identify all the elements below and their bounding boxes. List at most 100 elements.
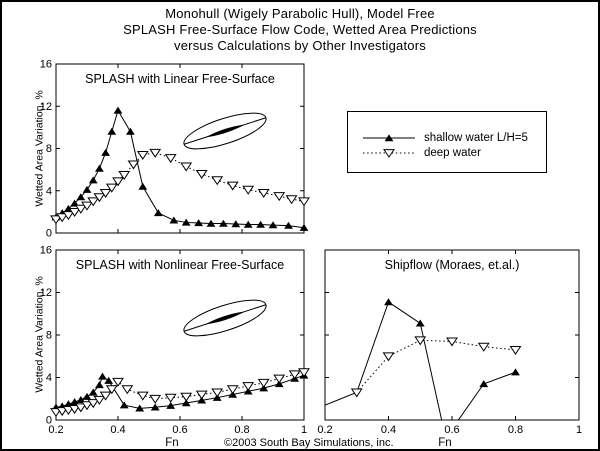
deep-water-marker-icon: [257, 188, 270, 198]
legend-dotted-line-sample: [363, 149, 415, 158]
shallow-water-marker-icon: [95, 381, 104, 389]
deep-water-marker-icon: [446, 337, 458, 347]
deep-water-marker-icon: [93, 395, 106, 405]
shallow-water-marker-icon: [181, 218, 191, 226]
y-tick-label: 16: [40, 245, 52, 257]
shallow-water-marker-icon: [107, 127, 117, 135]
x-tick-label: 0.6: [444, 424, 459, 436]
legend: shallow water L/H=5 deep water: [347, 111, 547, 173]
shallow-water-marker-icon: [95, 164, 104, 172]
x-axis-label-left: Fn: [165, 437, 179, 449]
deep-water-marker-icon: [112, 177, 124, 187]
shallow-water-marker-icon: [126, 127, 135, 135]
deep-water-marker-icon: [149, 148, 162, 158]
y-axis-label-top: Wetted Area Variation, %: [33, 90, 46, 207]
subplot-title-shipflow: Shipflow (Moraes, et.al.): [384, 258, 520, 272]
deep-water-marker-icon: [74, 403, 87, 413]
deep-water-marker-icon: [62, 406, 75, 416]
hull-ellipse-icon: [183, 299, 267, 337]
y-tick-label: 4: [46, 372, 52, 384]
shallow-water-marker-icon: [415, 319, 425, 327]
y-tick-label: 8: [46, 143, 52, 155]
shallow-water-marker-icon: [384, 298, 393, 306]
deep-water-marker-icon: [99, 391, 112, 401]
deep-water-marker-icon: [81, 401, 93, 411]
y-axis-label-bottom: Wetted Area Variation, %: [33, 276, 46, 393]
deep-water-marker-icon: [50, 408, 62, 418]
series-line-deep: [356, 339, 516, 393]
x-tick-label: 0.8: [234, 424, 249, 436]
deep-water-marker-icon: [56, 407, 69, 417]
deep-water-marker-icon: [81, 201, 93, 211]
deep-water-marker-icon: [136, 150, 149, 160]
deep-water-marker-icon: [509, 345, 522, 355]
copyright-text: ©2003 South Bay Simulations, inc.: [224, 437, 394, 449]
deep-water-marker-icon: [68, 404, 81, 414]
deep-water-marker-icon: [56, 213, 69, 223]
deep-water-marker-icon: [226, 385, 239, 395]
deep-water-marker-icon: [87, 197, 100, 207]
x-tick-label: 1: [576, 424, 582, 436]
shallow-water-marker-icon: [197, 396, 207, 404]
figure-title-line-3: versus Calculations by Other Investigato…: [174, 38, 426, 53]
y-tick-label: 0: [46, 415, 52, 427]
deep-water-marker-icon: [118, 171, 131, 181]
shallow-water-marker-icon: [268, 221, 278, 229]
series-line-shallow: [56, 109, 304, 229]
deep-water-marker-icon: [273, 192, 286, 202]
legend-item-shallow: shallow water L/H=5: [363, 131, 528, 145]
shallow-water-marker-icon: [169, 216, 179, 224]
x-axis-label-right: Fn: [438, 437, 452, 449]
deep-water-marker-icon: [211, 176, 224, 186]
y-tick-label: 0: [46, 228, 52, 240]
deep-water-marker-icon: [164, 154, 177, 164]
shallow-water-marker-icon: [138, 182, 148, 190]
deep-water-marker-icon: [414, 336, 427, 346]
deep-water-marker-icon: [257, 378, 270, 388]
x-tick-label: 1: [301, 424, 307, 436]
shallow-water-marker-icon: [98, 372, 107, 380]
x-tick-label: 0.8: [508, 424, 523, 436]
deep-water-marker-icon: [298, 197, 310, 207]
shallow-water-marker-icon: [88, 176, 98, 184]
shallow-water-marker-icon: [219, 219, 228, 227]
series-line-deep: [56, 152, 304, 220]
x-tick-label: 0.2: [48, 424, 63, 436]
shallow-water-marker-icon: [299, 223, 309, 231]
legend-solid-line-sample: [363, 134, 415, 142]
deep-water-marker-icon: [226, 181, 239, 191]
deep-water-marker-icon: [68, 207, 81, 217]
shallow-water-marker-icon: [82, 185, 92, 193]
deep-water-marker-icon: [127, 160, 140, 170]
deep-water-marker-icon: [382, 352, 395, 362]
deep-water-marker-icon: [195, 390, 208, 400]
shallow-water-marker-icon: [113, 106, 123, 114]
deep-water-marker-icon: [149, 394, 162, 404]
shallow-water-marker-icon: [284, 221, 293, 229]
y-tick-label: 16: [40, 59, 52, 71]
deep-water-marker-icon: [93, 193, 106, 203]
shallow-water-marker-icon: [119, 401, 129, 409]
shallow-water-marker-icon: [135, 404, 145, 412]
legend-label-deep: deep water: [424, 147, 481, 159]
deep-water-marker-icon: [285, 195, 298, 205]
x-tick-label: 0.2: [317, 424, 332, 436]
shallow-water-marker-icon: [82, 392, 92, 400]
shallow-water-marker-icon: [104, 376, 114, 384]
shallow-water-marker-icon: [511, 368, 520, 376]
deep-water-marker-icon: [350, 388, 363, 398]
shallow-water-marker-icon: [88, 388, 98, 396]
deep-water-marker-icon: [50, 215, 62, 225]
deep-water-marker-icon: [62, 211, 75, 221]
y-tick-label: 8: [46, 330, 52, 342]
deep-water-marker-icon: [477, 342, 490, 352]
shallow-water-marker-icon: [384, 134, 394, 142]
shallow-water-marker-icon: [166, 401, 176, 409]
deep-water-marker-icon: [164, 393, 177, 403]
deep-water-marker-icon: [99, 188, 112, 198]
shallow-water-marker-icon: [181, 399, 191, 407]
figure-title-line-1: Monohull (Wigely Parabolic Hull), Model …: [165, 6, 435, 21]
deep-water-marker-icon: [136, 391, 149, 401]
deep-water-marker-icon: [242, 185, 255, 195]
